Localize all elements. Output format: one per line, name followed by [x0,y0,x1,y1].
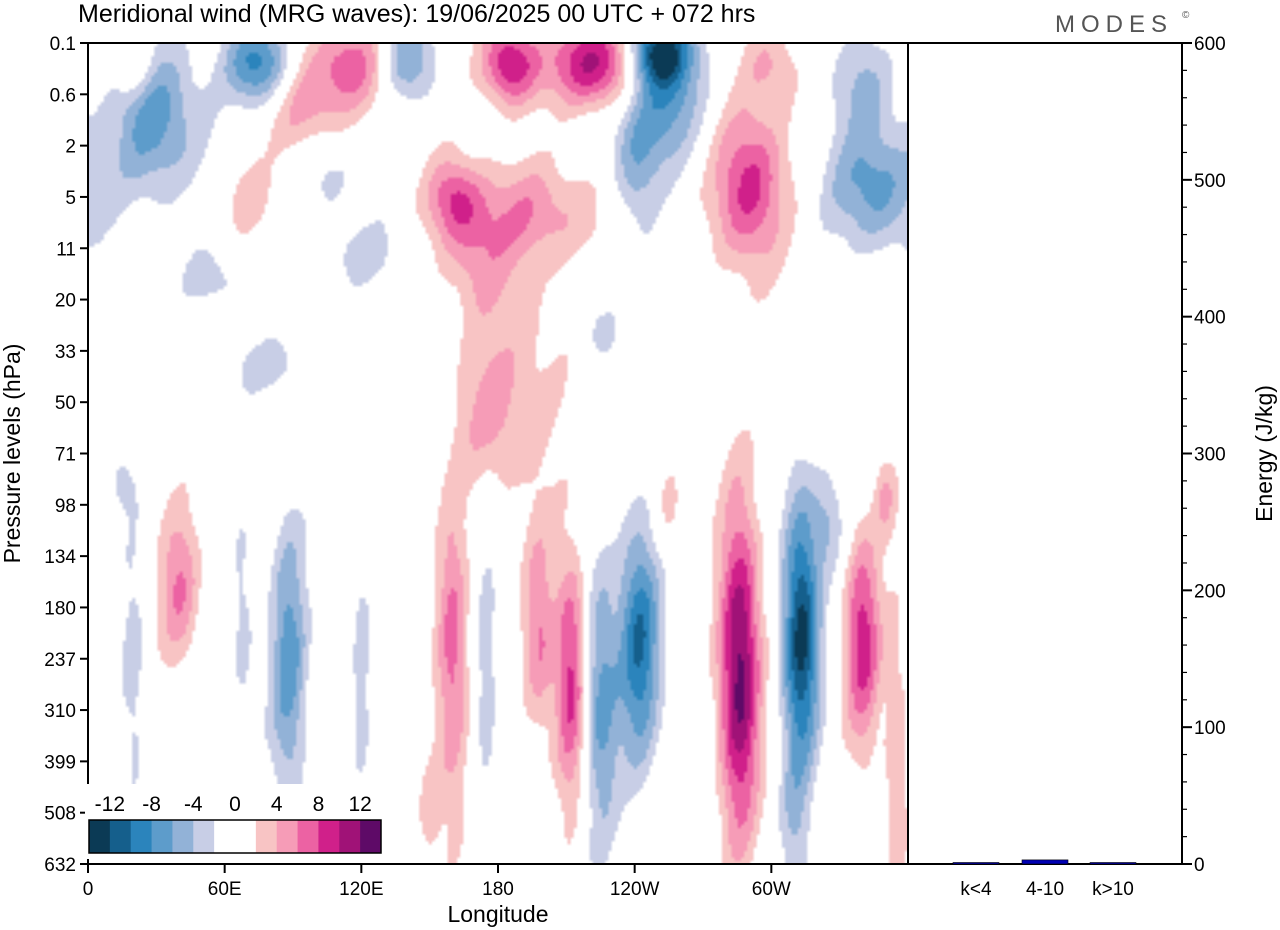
energy-x-axis: k<4 4-10 k>10 [960,879,1133,900]
colorbar-swatch [109,820,132,853]
colorbar-swatch [193,820,215,853]
y-tick-label: 180 [44,598,76,619]
y-tick-label: 310 [44,701,76,722]
colorbar-label: -4 [184,793,203,816]
y-tick-label: 71 [55,445,76,466]
colorbar-frame [88,819,382,854]
energy-frame [907,42,1183,865]
colorbar-label: -12 [95,793,125,816]
energy-tick-label: 300 [1194,445,1226,466]
energy-category-label: 4-10 [1026,879,1064,900]
y-tick-label: 11 [56,239,76,260]
y-tick-label: 0.1 [50,34,76,55]
energy-y-axis: 0 100 200 300 400 500 600 [1182,34,1226,876]
colorbar-label: 4 [271,793,283,816]
x-axis-label: Longitude [447,901,548,927]
energy-tick-label: 100 [1194,718,1226,739]
y-tick-label: 508 [44,804,76,825]
energy-tick-label: 600 [1194,34,1226,55]
colorbar-swatch [360,820,382,853]
energy-category-label: k>10 [1092,879,1134,900]
colorbar-swatch [339,820,361,853]
y-tick-label: 632 [44,855,76,876]
y-tick-label: 5 [65,188,76,209]
x-tick-label: 60W [752,879,791,900]
y-tick-label: 134 [44,547,76,568]
energy-tick-label: 500 [1194,171,1226,192]
colorbar-swatch [130,820,153,853]
colorbar-swatch [318,820,340,853]
heatmap-plot [88,43,908,864]
energy-axis-label: Energy (J/kg) [1251,385,1277,522]
heatmap-field [88,43,908,864]
energy-tick-label: 400 [1194,308,1226,329]
colorbar: -12 -8 -4 0 4 8 12 [85,784,385,859]
brand-logo: MODES [1055,11,1173,38]
x-tick-label: 0 [83,879,94,900]
energy-category-label: k<4 [960,879,992,900]
brand-mark: © [1182,10,1190,21]
x-tick-label: 120E [339,879,383,900]
colorbar-label: 12 [348,793,371,816]
energy-tick-label: 0 [1194,855,1205,876]
colorbar-swatch [235,820,257,853]
colorbar-swatch [151,820,173,853]
y-tick-label: 20 [55,291,76,312]
colorbar-swatch [255,820,278,853]
energy-bar [1021,859,1069,865]
colorbar-label: 0 [229,793,241,816]
energy-bar [1089,862,1137,865]
x-tick-label: 120W [610,879,660,900]
colorbar-swatch [276,820,299,853]
x-axis: 0 60E 120E 180 120W 60W [83,864,791,900]
energy-bar [952,862,1000,865]
colorbar-label: -8 [142,793,161,816]
y-tick-label: 2 [65,137,76,158]
energy-bar-chart: 0 100 200 300 400 500 600 k<4 4-10 k>10 Energy (… [907,34,1277,900]
x-tick-label: 60E [208,879,242,900]
y-axis: 0.1 0.6 2 5 11 20 33 50 71 98 134 180 237 310 399 508 63… [44,34,88,876]
colorbar-swatch [89,820,111,853]
colorbar-swatch [172,820,194,853]
y-tick-label: 50 [55,393,76,414]
x-tick-label: 180 [482,879,514,900]
energy-tick-label: 200 [1194,581,1226,602]
colorbar-swatch [214,820,236,853]
colorbar-swatch [297,820,319,853]
y-tick-label: 399 [44,752,76,773]
y-tick-label: 33 [55,342,76,363]
y-tick-label: 237 [44,650,76,671]
chart-title: Meridional wind (MRG waves): 19/06/2025 … [78,0,755,28]
y-axis-label: Pressure levels (hPa) [0,344,25,564]
y-tick-label: 0.6 [50,85,76,106]
y-tick-label: 98 [55,496,76,517]
colorbar-label: 8 [313,793,325,816]
